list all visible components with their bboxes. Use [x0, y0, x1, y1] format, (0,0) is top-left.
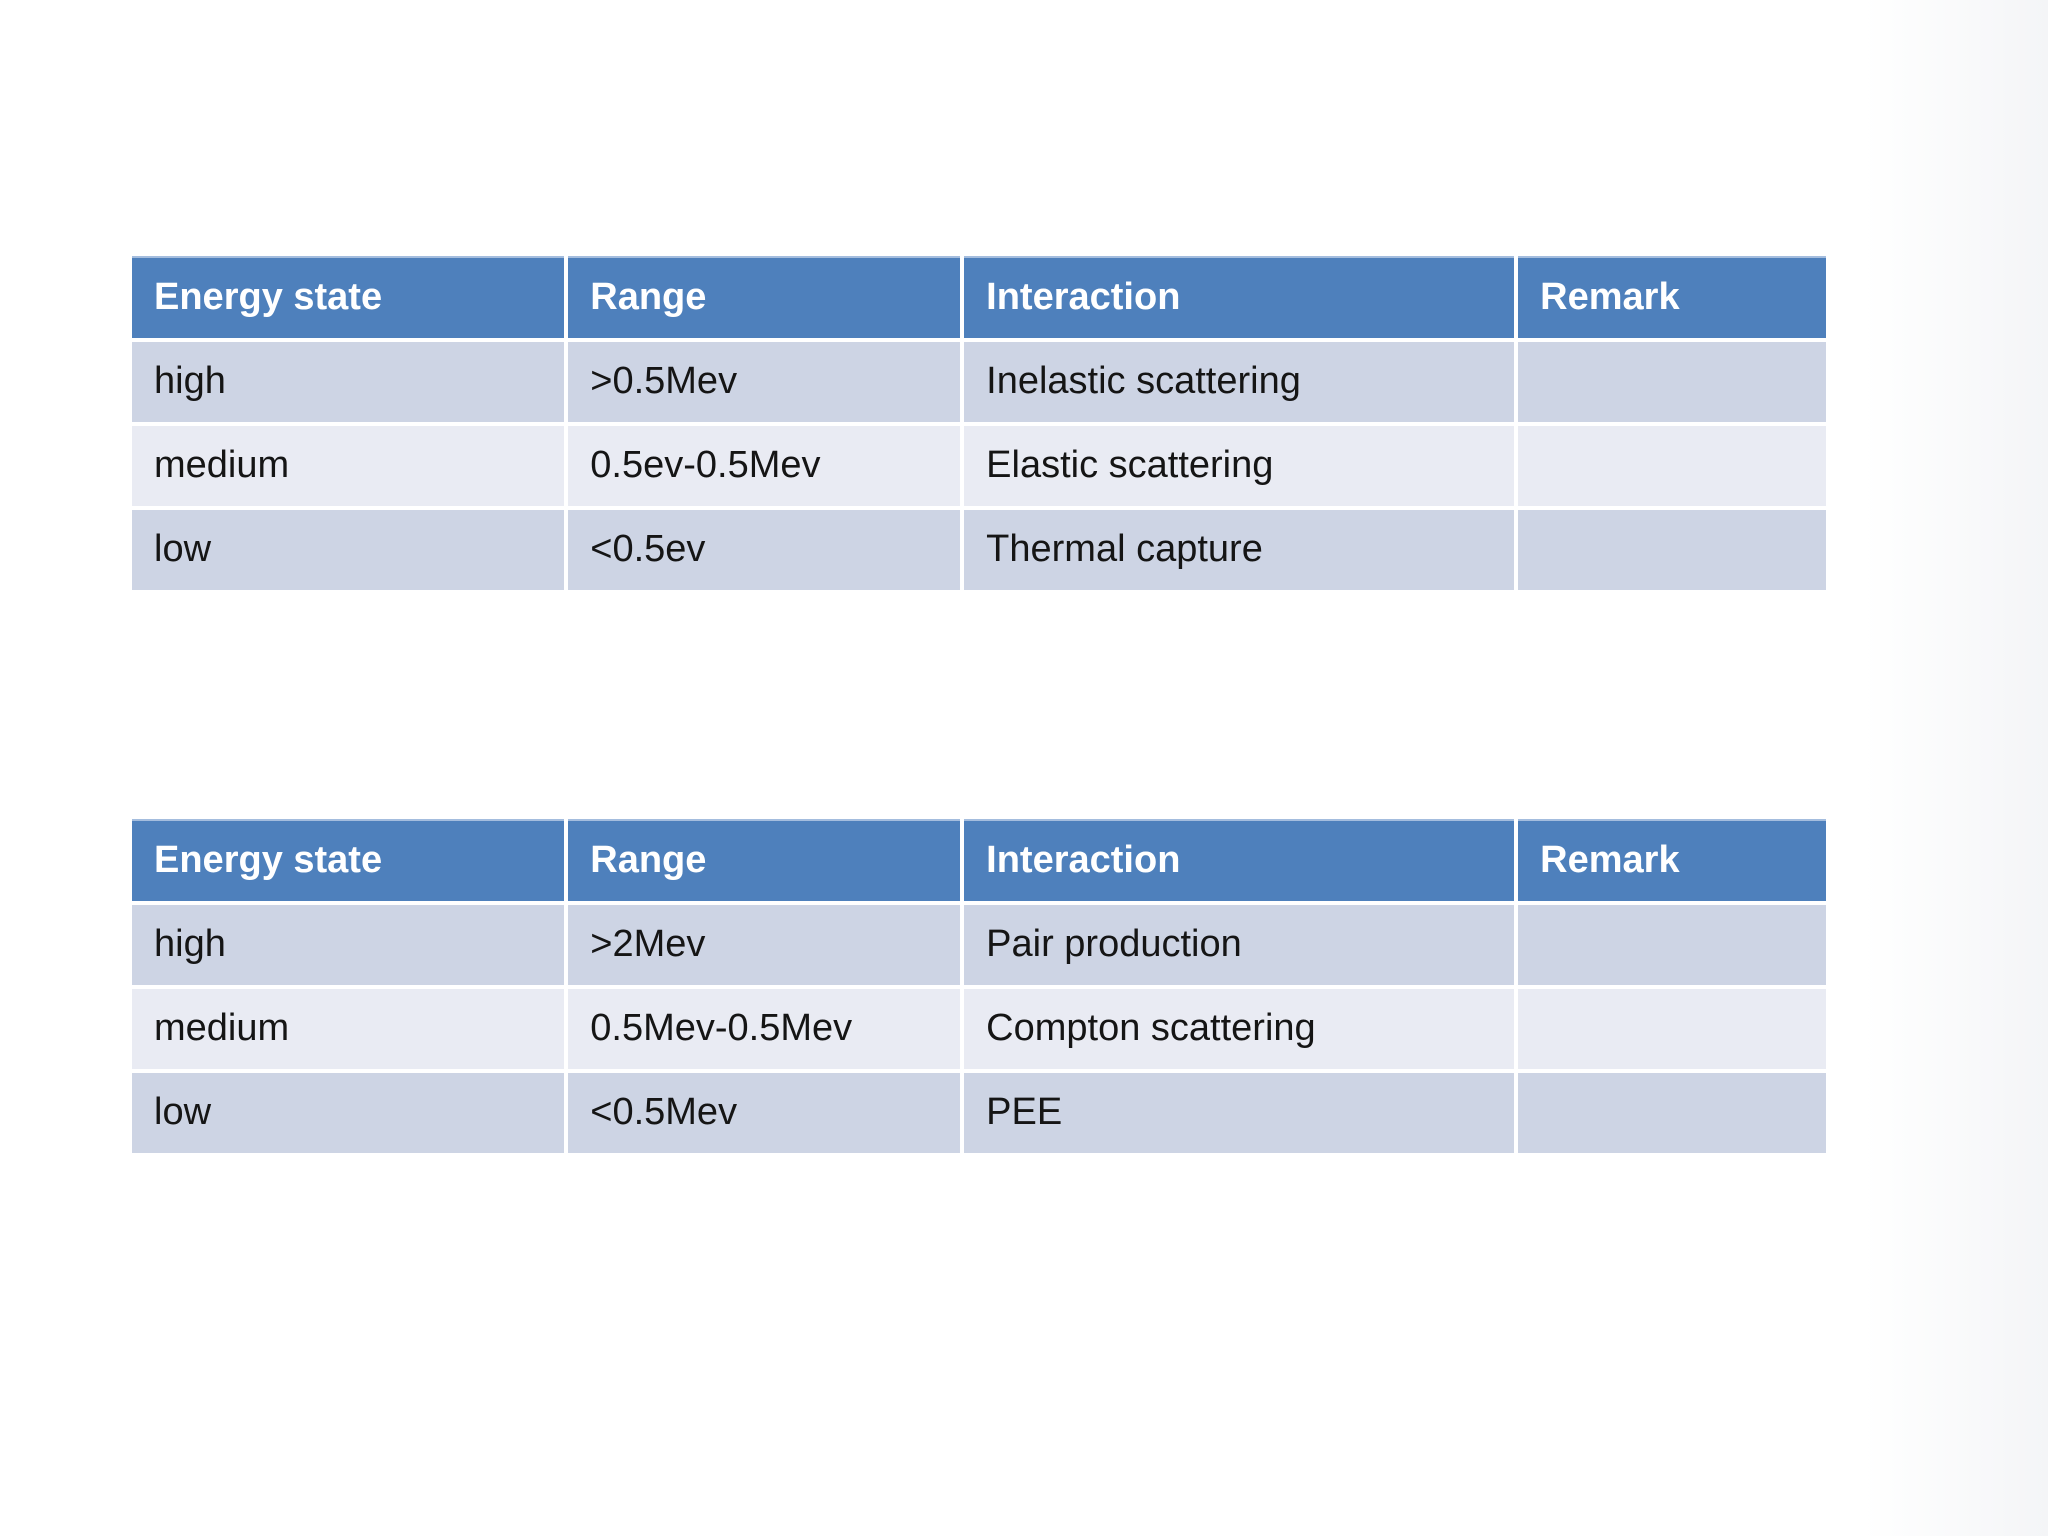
table-1-header-interaction: Interaction — [964, 256, 1515, 338]
table-row: high >0.5Mev Inelastic scattering — [132, 342, 1826, 422]
table-2-cell-energy-state: high — [132, 905, 565, 985]
table-2-header-range: Range — [568, 819, 961, 901]
table-row: medium 0.5Mev-0.5Mev Compton scattering — [132, 989, 1826, 1069]
table-2-header-energy-state: Energy state — [132, 819, 565, 901]
table-2-header-row: Energy state Range Interaction Remark — [132, 819, 1826, 901]
table-2-cell-interaction: Pair production — [964, 905, 1515, 985]
table-1-header-remark: Remark — [1518, 256, 1826, 338]
table-1-cell-interaction: Thermal capture — [964, 510, 1515, 590]
energy-table-1: Energy state Range Interaction Remark hi… — [128, 252, 1830, 594]
table-1-cell-energy-state: medium — [132, 426, 565, 506]
table-row: medium 0.5ev-0.5Mev Elastic scattering — [132, 426, 1826, 506]
table-2-cell-remark — [1518, 1073, 1826, 1153]
table-row: low <0.5ev Thermal capture — [132, 510, 1826, 590]
table-2-cell-interaction: Compton scattering — [964, 989, 1515, 1069]
table-row: low <0.5Mev PEE — [132, 1073, 1826, 1153]
table-2-cell-range: <0.5Mev — [568, 1073, 961, 1153]
table-1-cell-range: >0.5Mev — [568, 342, 961, 422]
table-2-cell-range: 0.5Mev-0.5Mev — [568, 989, 961, 1069]
table-2-cell-remark — [1518, 989, 1826, 1069]
energy-table-2: Energy state Range Interaction Remark hi… — [128, 815, 1830, 1157]
table-1-cell-energy-state: high — [132, 342, 565, 422]
table-1-header-range: Range — [568, 256, 961, 338]
table-2-cell-interaction: PEE — [964, 1073, 1515, 1153]
table-2-header-interaction: Interaction — [964, 819, 1515, 901]
table-1-header-energy-state: Energy state — [132, 256, 565, 338]
table-2-cell-range: >2Mev — [568, 905, 961, 985]
table-1-cell-interaction: Elastic scattering — [964, 426, 1515, 506]
table-1-cell-remark — [1518, 510, 1826, 590]
table-2-cell-energy-state: medium — [132, 989, 565, 1069]
table-2-cell-energy-state: low — [132, 1073, 565, 1153]
table-1-cell-energy-state: low — [132, 510, 565, 590]
table-row: high >2Mev Pair production — [132, 905, 1826, 985]
table-1-cell-range: 0.5ev-0.5Mev — [568, 426, 961, 506]
table-2-cell-remark — [1518, 905, 1826, 985]
table-1-cell-remark — [1518, 426, 1826, 506]
table-1-cell-remark — [1518, 342, 1826, 422]
table-1-header-row: Energy state Range Interaction Remark — [132, 256, 1826, 338]
table-1-cell-range: <0.5ev — [568, 510, 961, 590]
table-1-cell-interaction: Inelastic scattering — [964, 342, 1515, 422]
table-2-header-remark: Remark — [1518, 819, 1826, 901]
